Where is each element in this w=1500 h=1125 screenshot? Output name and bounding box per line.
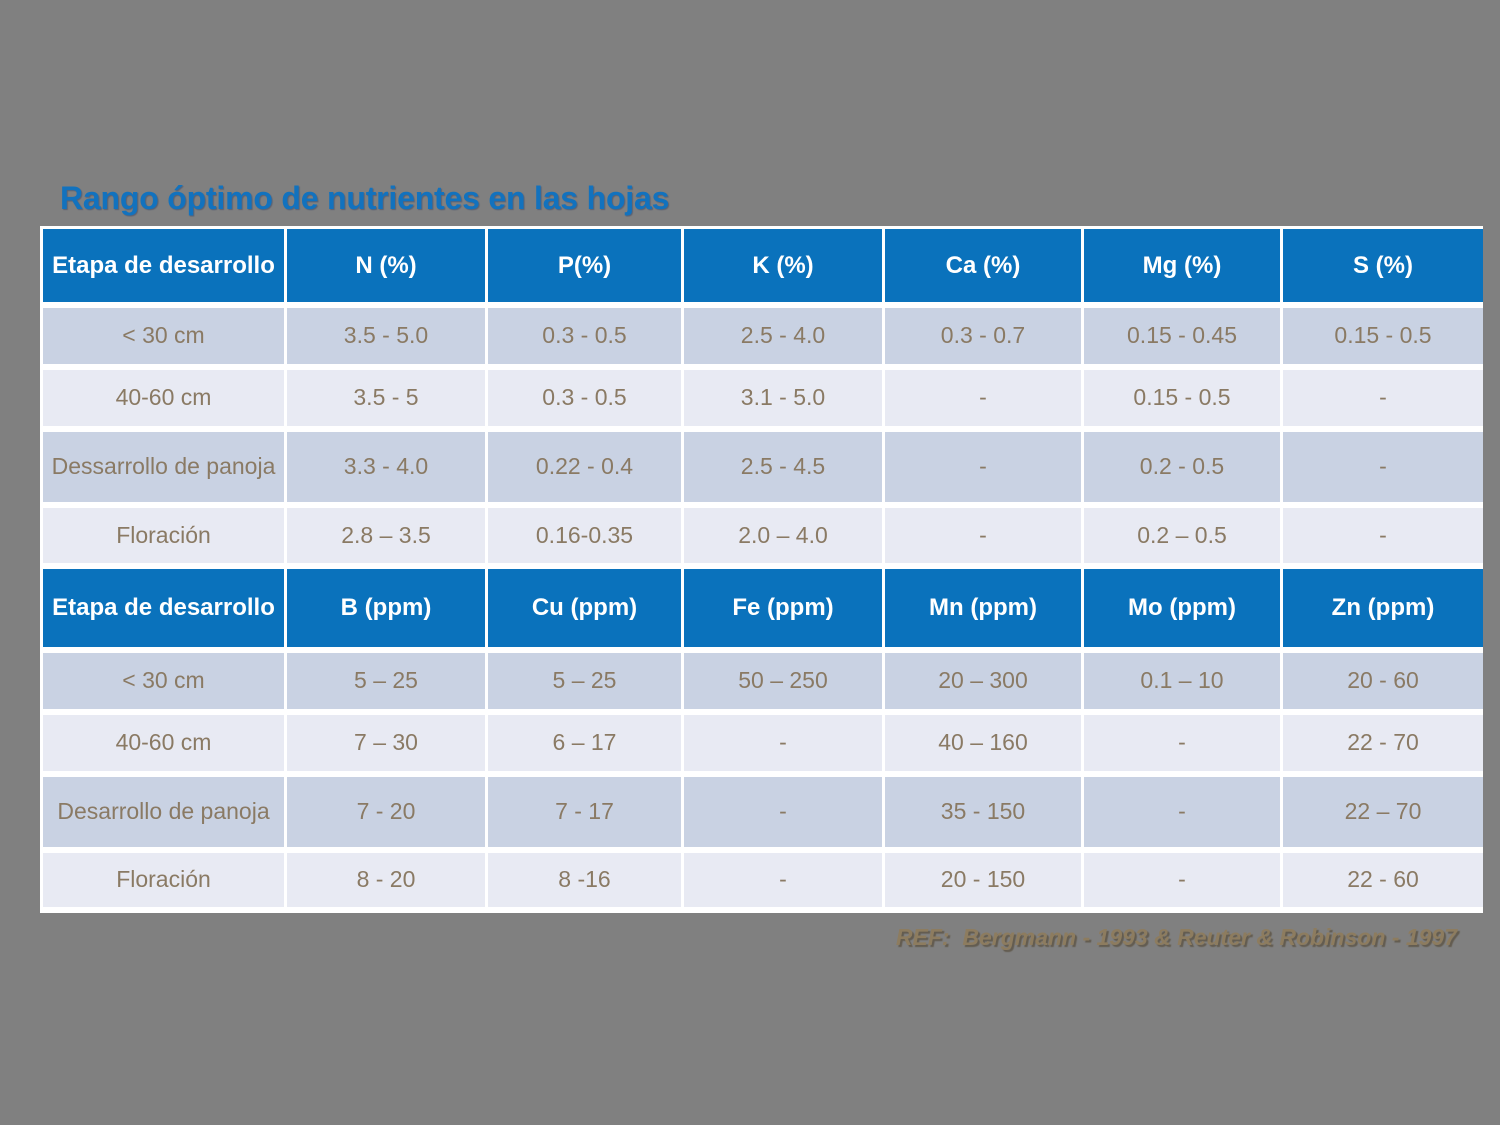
table-row: Floración 8 - 20 8 -16-20 - 150-22 - 60	[40, 853, 1483, 913]
stage-label-cell: Floración	[40, 508, 287, 569]
value-cell: 22 – 70	[1283, 777, 1483, 853]
value-cell: 5 – 25	[488, 653, 684, 715]
value-cell: -	[1084, 777, 1283, 853]
value-cell: -	[885, 432, 1084, 508]
value-cell: 0.3 - 0.5	[488, 308, 684, 370]
table-row: 40-60 cm 3.5 - 5 0.3 - 0.5 3.1 - 5.0-0.15 -…	[40, 370, 1483, 432]
value-cell: 7 - 17	[488, 777, 684, 853]
nutrient-column-header: S (%)	[1283, 226, 1483, 308]
value-cell: 6 – 17	[488, 715, 684, 777]
nutrient-column-header: Mo (ppm)	[1084, 569, 1283, 653]
table-row: < 30 cm 3.5 - 5.0 0.3 - 0.5 2.5 - 4.0 0.3 - …	[40, 308, 1483, 370]
value-cell: 5 – 25	[287, 653, 488, 715]
value-cell: 3.5 - 5.0	[287, 308, 488, 370]
table-row: Floración 2.8 – 3.5 0.16-0.35 2.0 – 4.0-0.2…	[40, 508, 1483, 569]
stage-label-cell: Floración	[40, 853, 287, 913]
value-cell: 2.0 – 4.0	[684, 508, 885, 569]
nutrient-column-header: Cu (ppm)	[488, 569, 684, 653]
table-row: Desarrollo de panoja 7 - 20 7 - 17-35 - 15…	[40, 777, 1483, 853]
nutrient-column-header: P(%)	[488, 226, 684, 308]
nutrient-column-header: K (%)	[684, 226, 885, 308]
value-cell: 0.15 - 0.45	[1084, 308, 1283, 370]
value-cell: 40 – 160	[885, 715, 1084, 777]
nutrient-column-header: Ca (%)	[885, 226, 1084, 308]
value-cell: -	[1084, 853, 1283, 913]
table-header-row: Etapa de desarrollo B (ppm) Cu (ppm) Fe (pp…	[40, 569, 1483, 653]
value-cell: -	[885, 508, 1084, 569]
stage-label-cell: 40-60 cm	[40, 715, 287, 777]
value-cell: 0.22 - 0.4	[488, 432, 684, 508]
value-cell: 0.1 – 10	[1084, 653, 1283, 715]
table-row: Dessarrollo de panoja 3.3 - 4.0 0.22 - 0.4…	[40, 432, 1483, 508]
nutrient-ranges-table: Etapa de desarrollo N (%) P(%) K (%) Ca (%) M…	[40, 226, 1483, 913]
value-cell: -	[885, 370, 1084, 432]
reference-text: REF: Bergmann - 1993 & Reuter & Robinson…	[895, 924, 1457, 950]
value-cell: 8 -16	[488, 853, 684, 913]
value-cell: 7 - 20	[287, 777, 488, 853]
stage-column-header: Etapa de desarrollo	[40, 226, 287, 308]
value-cell: -	[684, 853, 885, 913]
value-cell: 0.15 - 0.5	[1084, 370, 1283, 432]
value-cell: 0.15 - 0.5	[1283, 308, 1483, 370]
stage-label-cell: < 30 cm	[40, 308, 287, 370]
value-cell: 20 - 60	[1283, 653, 1483, 715]
value-cell: 0.3 - 0.5	[488, 370, 684, 432]
nutrient-column-header: Fe (ppm)	[684, 569, 885, 653]
value-cell: 8 - 20	[287, 853, 488, 913]
value-cell: 7 – 30	[287, 715, 488, 777]
value-cell: -	[1283, 508, 1483, 569]
value-cell: -	[684, 777, 885, 853]
value-cell: 35 - 150	[885, 777, 1084, 853]
value-cell: 0.2 - 0.5	[1084, 432, 1283, 508]
value-cell: 3.3 - 4.0	[287, 432, 488, 508]
stage-label-cell: Dessarrollo de panoja	[40, 432, 287, 508]
value-cell: -	[1283, 432, 1483, 508]
value-cell: -	[1084, 715, 1283, 777]
nutrient-column-header: Zn (ppm)	[1283, 569, 1483, 653]
value-cell: 50 – 250	[684, 653, 885, 715]
value-cell: 2.5 - 4.5	[684, 432, 885, 508]
value-cell: -	[1283, 370, 1483, 432]
value-cell: 0.2 – 0.5	[1084, 508, 1283, 569]
table-header-row: Etapa de desarrollo N (%) P(%) K (%) Ca (%) M…	[40, 226, 1483, 308]
value-cell: -	[684, 715, 885, 777]
table-row: 40-60 cm 7 – 30 6 – 17-40 – 160-22 - 70	[40, 715, 1483, 777]
value-cell: 22 - 60	[1283, 853, 1483, 913]
value-cell: 20 - 150	[885, 853, 1084, 913]
value-cell: 22 - 70	[1283, 715, 1483, 777]
stage-column-header: Etapa de desarrollo	[40, 569, 287, 653]
stage-label-cell: 40-60 cm	[40, 370, 287, 432]
value-cell: 2.8 – 3.5	[287, 508, 488, 569]
value-cell: 3.5 - 5	[287, 370, 488, 432]
stage-label-cell: Desarrollo de panoja	[40, 777, 287, 853]
nutrient-column-header: B (ppm)	[287, 569, 488, 653]
value-cell: 3.1 - 5.0	[684, 370, 885, 432]
stage-label-cell: < 30 cm	[40, 653, 287, 715]
value-cell: 20 – 300	[885, 653, 1084, 715]
table-row: < 30 cm 5 – 25 5 – 25 50 – 250 20 – 300 0.1 –…	[40, 653, 1483, 715]
nutrient-column-header: Mn (ppm)	[885, 569, 1084, 653]
page-title: Rango óptimo de nutrientes en las hojas	[60, 180, 670, 216]
value-cell: 0.16-0.35	[488, 508, 684, 569]
value-cell: 0.3 - 0.7	[885, 308, 1084, 370]
value-cell: 2.5 - 4.0	[684, 308, 885, 370]
nutrient-column-header: N (%)	[287, 226, 488, 308]
nutrient-column-header: Mg (%)	[1084, 226, 1283, 308]
